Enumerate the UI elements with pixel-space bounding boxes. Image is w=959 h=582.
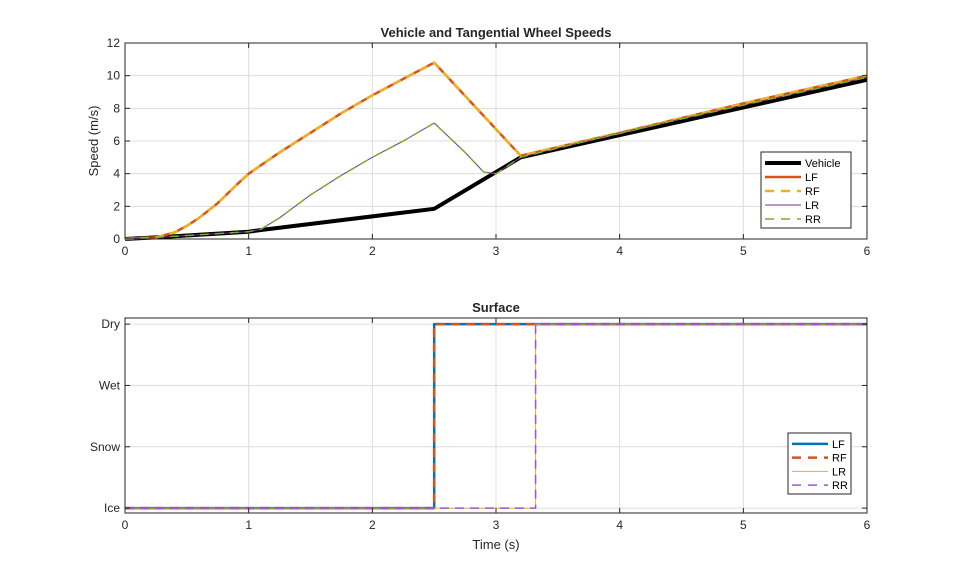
legend-label-vehicle: Vehicle (805, 158, 840, 170)
y-tick-label: 12 (107, 36, 121, 50)
legend-label-rr: RR (832, 480, 848, 492)
x-tick-label: 5 (740, 244, 747, 258)
x-tick-label: 6 (864, 244, 871, 258)
y-tick-label: Wet (99, 378, 121, 392)
series-line-rr (124, 76, 868, 240)
series-line-rf (124, 61, 868, 241)
x-tick-label: 4 (616, 244, 623, 258)
legend: Vehicle LF RF LR RR (760, 151, 852, 229)
legend-label-lf: LF (805, 172, 818, 184)
x-tick-label: 0 (122, 244, 129, 258)
y-tick-label: 6 (113, 134, 120, 148)
y-tick-label: 2 (113, 199, 120, 213)
legend-label-rr: RR (805, 214, 821, 226)
legend-label-rf: RF (805, 186, 820, 198)
chart-1: 0 1 2 3 4 5 6 Ice Snow Wet Dry Surface Time (s) LF RFL… (90, 300, 871, 552)
chart-title: Vehicle and Tangential Wheel Speeds (381, 25, 612, 40)
y-tick-label: 4 (113, 167, 120, 181)
y-tick-label: Ice (104, 501, 120, 515)
legend-label-lr: LR (832, 466, 846, 478)
x-tick-label: 5 (740, 518, 747, 532)
x-tick-label: 6 (864, 518, 871, 532)
x-tick-label: 1 (245, 244, 252, 258)
y-axis-label: Speed (m/s) (86, 106, 101, 177)
y-tick-label: Dry (101, 317, 120, 331)
y-tick-label: 0 (113, 232, 120, 246)
x-tick-label: 2 (369, 244, 376, 258)
x-tick-label: 1 (245, 518, 252, 532)
x-tick-label: 4 (616, 518, 623, 532)
series-line-rr (125, 323, 867, 509)
legend-label-rf: RF (832, 453, 847, 465)
y-tick-label: 8 (113, 101, 120, 115)
x-tick-label: 2 (369, 518, 376, 532)
x-tick-label: 3 (493, 518, 500, 532)
x-tick-label: 3 (493, 244, 500, 258)
legend-label-lf: LF (832, 439, 845, 451)
y-tick-label: Snow (90, 440, 120, 454)
chart-title: Surface (472, 300, 520, 315)
legend-label-lr: LR (805, 200, 819, 212)
x-tick-label: 0 (122, 518, 129, 532)
y-tick-label: 10 (107, 69, 121, 83)
x-axis-label: Time (s) (472, 537, 519, 552)
